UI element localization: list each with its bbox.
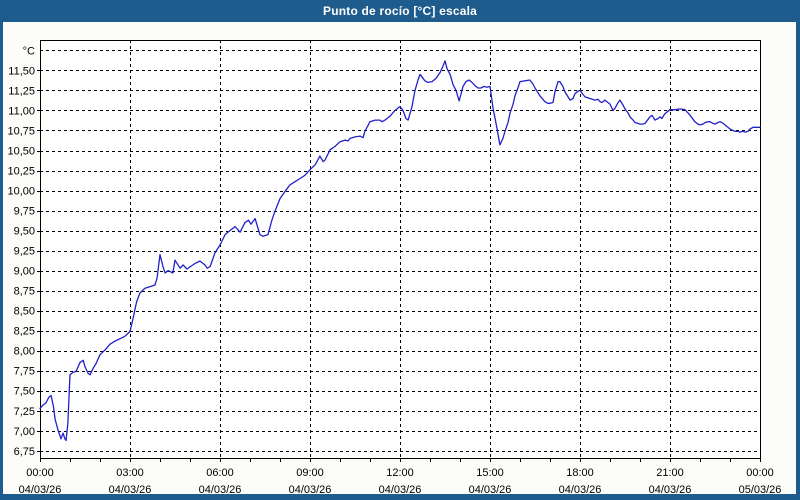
y-tick-label: 8,75 [14,286,35,298]
y-tick-label: 10,75 [7,125,35,137]
x-tick-time: 21:00 [656,467,684,479]
x-tick-time: 00:00 [26,467,54,479]
y-tick-label: 9,00 [14,266,35,278]
x-tick-date: 04/03/26 [649,484,692,496]
x-tick-time: 15:00 [476,467,504,479]
y-tick-label: 7,75 [14,366,35,378]
x-axis-labels: 00:00 04/03/26 03:00 04/03/26 06:00 04/03/26 0… [19,467,782,496]
y-tick-label: 10,25 [7,166,35,178]
window-frame-bottom [0,494,800,500]
x-tick-date: 04/03/26 [19,484,62,496]
x-tick-date: 04/03/26 [559,484,602,496]
window-titlebar[interactable]: Punto de rocío [°C] escala [0,0,800,22]
y-tick-label: 9,50 [14,226,35,238]
vertical-gridlines [130,40,671,458]
y-tick-label: 8,00 [14,346,35,358]
x-tick-time: 03:00 [116,467,144,479]
y-tick-label: 9,75 [14,206,35,218]
y-tick-label: 7,25 [14,406,35,418]
y-tick-label: 11,25 [8,85,35,97]
x-tick-date: 04/03/26 [379,484,422,496]
x-tick-time: 09:00 [296,467,324,479]
y-tick-label: 10,00 [7,186,35,198]
window-title: Punto de rocío [°C] escala [322,4,478,18]
x-tick-time: 12:00 [386,467,414,479]
x-tick-date: 04/03/26 [469,484,512,496]
y-tick-label: 9,25 [14,246,35,258]
window-frame-left [0,22,3,500]
y-tick-label: 8,25 [14,326,35,338]
x-tick-time: 06:00 [206,467,234,479]
plot-border [40,40,761,459]
window-frame-right [796,22,800,500]
y-tick-label: 6,75 [14,446,35,458]
y-tick-label: 7,50 [14,386,35,398]
x-tick-time: 18:00 [566,467,594,479]
x-tick-date: 05/03/26 [739,484,782,496]
y-tick-label: 11,00 [8,105,35,117]
y-tick-label: 7,00 [14,426,35,438]
x-tick-time: 00:00 [746,467,774,479]
y-tick-label: 11,50 [8,65,35,77]
y-axis-labels: 11,50 11,25 11,00 10,75 10,50 10,25 10,00 9,75 9… [7,45,35,457]
x-tick-date: 04/03/26 [289,484,332,496]
x-tick-date: 04/03/26 [109,484,152,496]
y-tick-label: 8,50 [14,306,35,318]
y-tick-label: 10,50 [7,146,35,158]
x-tick-date: 04/03/26 [199,484,242,496]
y-unit-label: °C [23,45,35,57]
series-line [39,60,761,442]
